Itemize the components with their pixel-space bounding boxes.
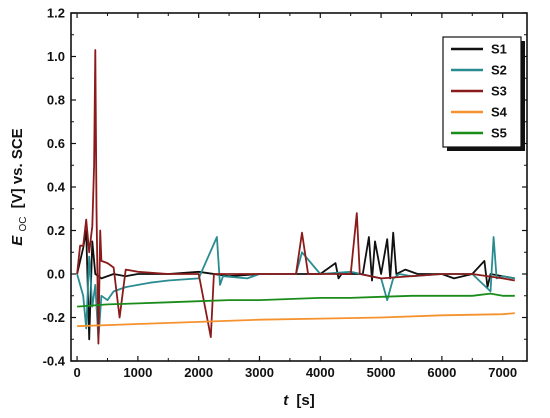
- x-tick-label: 1000: [123, 365, 152, 380]
- series-layer: [76, 49, 515, 345]
- ticks-layer: 0 1000 2000 3000 4000 5000 6000 7000 -0.4 -0.2 0.0…: [43, 6, 527, 380]
- x-axis-unit: [s]: [296, 392, 314, 409]
- y-tick-label: 0.8: [47, 93, 65, 108]
- x-tick-label: 6000: [427, 365, 456, 380]
- x-tick-label: 7000: [488, 365, 517, 380]
- legend-label-s4: S4: [491, 105, 508, 120]
- y-tick-label: 1.2: [47, 6, 65, 21]
- x-tick-label: 5000: [367, 365, 396, 380]
- x-tick-label: 3000: [245, 365, 274, 380]
- x-axis-label: t [s]: [283, 392, 315, 409]
- y-tick-label: -0.4: [43, 354, 66, 369]
- legend-label-s5: S5: [491, 126, 507, 141]
- y-tick-label: 0.0: [47, 267, 65, 282]
- x-tick-label: 4000: [306, 365, 335, 380]
- legend-label-s2: S2: [491, 63, 507, 78]
- y-axis-subscript: OC: [18, 217, 29, 232]
- y-tick-label: -0.2: [43, 310, 65, 325]
- y-tick-label: 0.2: [47, 223, 65, 238]
- y-axis-var: E: [9, 235, 26, 246]
- legend: S1 S2 S3 S4 S5: [442, 36, 525, 151]
- legend-label-s1: S1: [491, 42, 507, 57]
- y-tick-label: 0.6: [47, 136, 65, 151]
- y-tick-label: 0.4: [47, 180, 66, 195]
- y-axis-label: E OC [V] vs. SCE: [9, 128, 30, 245]
- x-tick-label: 2000: [184, 365, 213, 380]
- legend-label-s3: S3: [491, 84, 507, 99]
- series-line-s4: [77, 312, 515, 328]
- series-line-s5: [77, 292, 515, 308]
- x-axis-var: t: [283, 392, 289, 409]
- series-line-s3: [76, 49, 515, 345]
- y-axis-unit: [V] vs. SCE: [9, 128, 26, 208]
- y-tick-label: 1.0: [47, 49, 65, 64]
- x-tick-label: 0: [73, 365, 80, 380]
